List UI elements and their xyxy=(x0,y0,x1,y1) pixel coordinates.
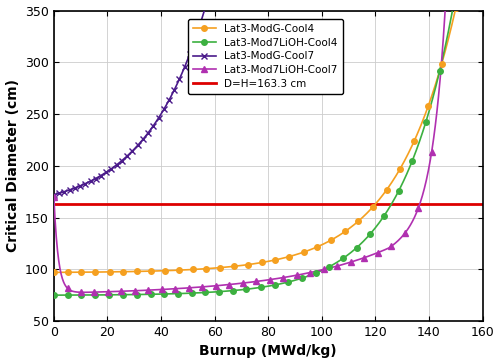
Y-axis label: Critical Diameter (cm): Critical Diameter (cm) xyxy=(6,79,20,252)
X-axis label: Burnup (MWd/kg): Burnup (MWd/kg) xyxy=(200,344,337,359)
Legend: Lat3-ModG-Cool4, Lat3-Mod7LiOH-Cool4, Lat3-ModG-Cool7, Lat3-Mod7LiOH-Cool7, D=H=: Lat3-ModG-Cool4, Lat3-Mod7LiOH-Cool4, La… xyxy=(188,19,342,94)
